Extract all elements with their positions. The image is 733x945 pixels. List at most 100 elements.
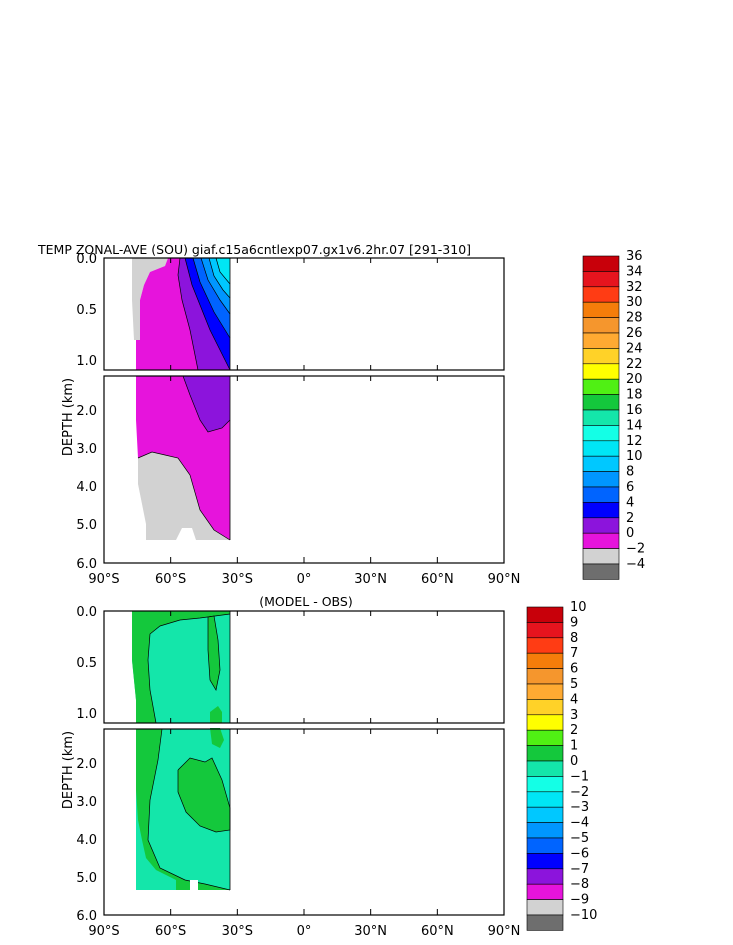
colorbar-label: 26 — [626, 326, 643, 341]
x-tick-label: 90°N — [488, 572, 521, 587]
x-tick-label: 0° — [297, 924, 312, 939]
colorbar-swatch — [526, 760, 564, 777]
colorbar-swatch — [582, 409, 620, 426]
temp-y-ticks: 0.0 0.5 1.0 2.0 3.0 4.0 5.0 6.0 — [76, 252, 97, 572]
colorbar-label: 5 — [570, 677, 578, 692]
colorbar-label: 34 — [626, 264, 643, 279]
y-tick-label: 0.0 — [76, 605, 97, 620]
colorbar-label: −9 — [570, 893, 589, 908]
colorbar-swatch — [526, 637, 564, 654]
y-axis-label: DEPTH (km) — [61, 731, 76, 809]
colorbar-label: −5 — [570, 831, 589, 846]
panel-temperature: TEMP ZONAL-AVE (SOU) giaf.c15a6cntlexp07… — [37, 242, 645, 587]
colorbar-swatch — [526, 899, 564, 916]
colorbar-label: 16 — [626, 403, 643, 418]
x-tick-label: 90°S — [88, 572, 119, 587]
y-tick-label: 6.0 — [76, 909, 97, 924]
colorbar-label: −8 — [570, 877, 589, 892]
y-tick-label: 5.0 — [76, 871, 97, 886]
x-tick-label: 30°N — [354, 572, 387, 587]
colorbar-swatch — [582, 255, 620, 272]
colorbar-swatch — [582, 486, 620, 503]
y-tick-label: 5.0 — [76, 518, 97, 533]
colorbar-swatch — [582, 440, 620, 457]
colorbar-swatch — [526, 606, 564, 623]
colorbar-swatch — [526, 883, 564, 900]
y-tick-label: 2.0 — [76, 404, 97, 419]
colorbar-label: 4 — [626, 495, 634, 510]
colorbar-swatch — [582, 563, 620, 580]
temp-x-ticks: 90°S 60°S 30°S 0° 30°N 60°N 90°N — [88, 258, 520, 587]
colorbar-label: 24 — [626, 341, 643, 356]
colorbar-label: 7 — [570, 646, 578, 661]
x-tick-label: 60°S — [155, 572, 186, 587]
colorbar-swatch — [582, 394, 620, 411]
colorbar-swatch — [582, 317, 620, 334]
colorbar-swatch — [582, 471, 620, 488]
colorbar-label: 18 — [626, 388, 643, 403]
colorbar-label: −7 — [570, 862, 589, 877]
colorbar-label: −6 — [570, 846, 589, 861]
colorbar-swatch — [526, 668, 564, 685]
x-tick-label: 90°N — [488, 924, 521, 939]
x-tick-label: 0° — [297, 572, 312, 587]
colorbar-swatch — [526, 652, 564, 669]
x-tick-label: 30°S — [222, 924, 253, 939]
y-axis-label: DEPTH (km) — [61, 378, 76, 456]
colorbar-swatch — [526, 683, 564, 700]
colorbar-label: 8 — [570, 631, 578, 646]
diff-green-shelf — [210, 706, 222, 723]
diff-lower-field — [136, 728, 231, 891]
temp-purple-deep — [183, 376, 230, 432]
colorbar-label: −3 — [570, 800, 589, 815]
colorbar-label: 28 — [626, 311, 643, 326]
temp-blue-10-12 — [209, 258, 230, 298]
panel-difference: (MODEL - OBS) 0.0 0.5 — [61, 594, 597, 939]
colorbar-swatch — [582, 548, 620, 565]
colorbar-label: 0 — [570, 754, 578, 769]
colorbar-label: −10 — [570, 908, 597, 923]
colorbar-label: 6 — [570, 662, 578, 677]
colorbar-label: −2 — [626, 542, 645, 557]
diff-x-ticks: 90°S 60°S 30°S 0° 30°N 60°N 90°N — [88, 611, 520, 939]
y-tick-label: 0.0 — [76, 252, 97, 267]
y-tick-label: 6.0 — [76, 557, 97, 572]
colorbar-label: 4 — [570, 692, 578, 707]
x-tick-label: 30°S — [222, 572, 253, 587]
colorbar-swatch — [582, 378, 620, 395]
x-tick-label: 30°N — [354, 924, 387, 939]
diff-aqua-upper — [132, 611, 230, 723]
temp-cyan-12-14 — [216, 258, 230, 284]
colorbar-swatch — [526, 914, 564, 931]
chart-title: (MODEL - OBS) — [259, 594, 352, 609]
colorbar-label: 10 — [570, 600, 587, 615]
y-tick-label: 0.5 — [76, 656, 97, 671]
colorbar-swatch — [526, 622, 564, 639]
colorbar-label: 10 — [626, 449, 643, 464]
diff-green-margin — [132, 611, 230, 723]
temp-lower-field — [136, 375, 231, 541]
temp-blue-8-10 — [201, 258, 230, 314]
colorbar-label: 36 — [626, 249, 643, 264]
diff-green-upper-blob — [210, 728, 224, 748]
colorbar-swatch — [582, 271, 620, 288]
x-tick-label: 60°S — [155, 924, 186, 939]
colorbar-label: 12 — [626, 434, 643, 449]
colorbar-swatch — [526, 714, 564, 731]
colorbar-swatch — [582, 301, 620, 318]
colorbar-label: 9 — [570, 615, 578, 630]
temp-magenta-0-2 — [136, 258, 198, 370]
colorbar-label: 6 — [626, 480, 634, 495]
colorbar-swatch — [582, 455, 620, 472]
colorbar-label: −4 — [570, 816, 589, 831]
colorbar-label: 22 — [626, 357, 643, 372]
temp-blue-6-8 — [193, 258, 230, 338]
y-tick-label: 3.0 — [76, 795, 97, 810]
y-tick-label: 1.0 — [76, 707, 97, 722]
colorbar-label: 32 — [626, 280, 643, 295]
colorbar-swatch — [526, 868, 564, 885]
temp-upper-field — [132, 257, 231, 371]
colorbar-swatch — [526, 745, 564, 762]
